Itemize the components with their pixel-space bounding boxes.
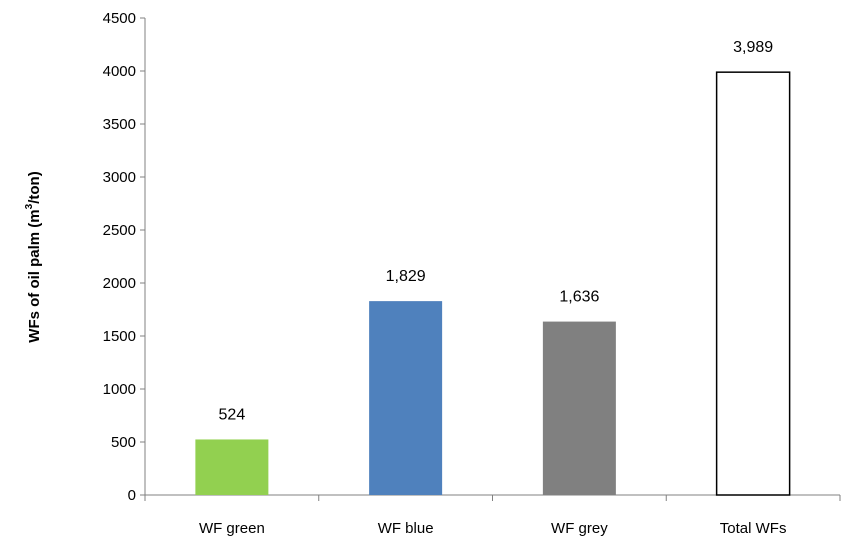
data-label: 1,829 [386, 268, 426, 285]
bar [542, 321, 616, 495]
data-label: 3,989 [733, 39, 773, 56]
x-tick-label: WF blue [378, 520, 434, 537]
y-tick-label: 1500 [103, 328, 136, 345]
y-axis-title: WFs of oil palm (m3/ton) [24, 171, 43, 342]
y-axis-title-main: WFs of oil palm (m [26, 209, 43, 342]
x-axis: WF green WF blue WF grey Total WFs [144, 494, 841, 537]
x-tick-label: Total WFs [720, 520, 787, 537]
y-axis-title-end: /ton) [26, 171, 43, 203]
y-tick-label: 3500 [103, 116, 136, 133]
y-tick-label: 4000 [103, 63, 136, 80]
y-tick-label: 0 [128, 487, 136, 504]
y-tick-label: 2500 [103, 222, 136, 239]
data-label: 524 [219, 406, 246, 423]
y-tick-label: 4500 [103, 10, 136, 27]
x-tick-label: WF green [199, 520, 265, 537]
y-tick-label: 2000 [103, 275, 136, 292]
data-labels: 524 1,829 1,636 3,989 [219, 39, 774, 423]
bars [195, 71, 791, 496]
x-tick-label: WF grey [551, 520, 608, 537]
y-tick-label: 1000 [103, 381, 136, 398]
y-axis-title-superscript: 3 [24, 203, 35, 209]
y-tick-label: 500 [111, 434, 136, 451]
y-tick-label: 3000 [103, 169, 136, 186]
bar [715, 71, 791, 496]
bar [369, 301, 443, 495]
data-label: 1,636 [559, 289, 599, 306]
y-axis: 0 500 1000 1500 2000 2500 3000 3500 4000 4500 [103, 10, 146, 504]
bar [195, 439, 269, 495]
